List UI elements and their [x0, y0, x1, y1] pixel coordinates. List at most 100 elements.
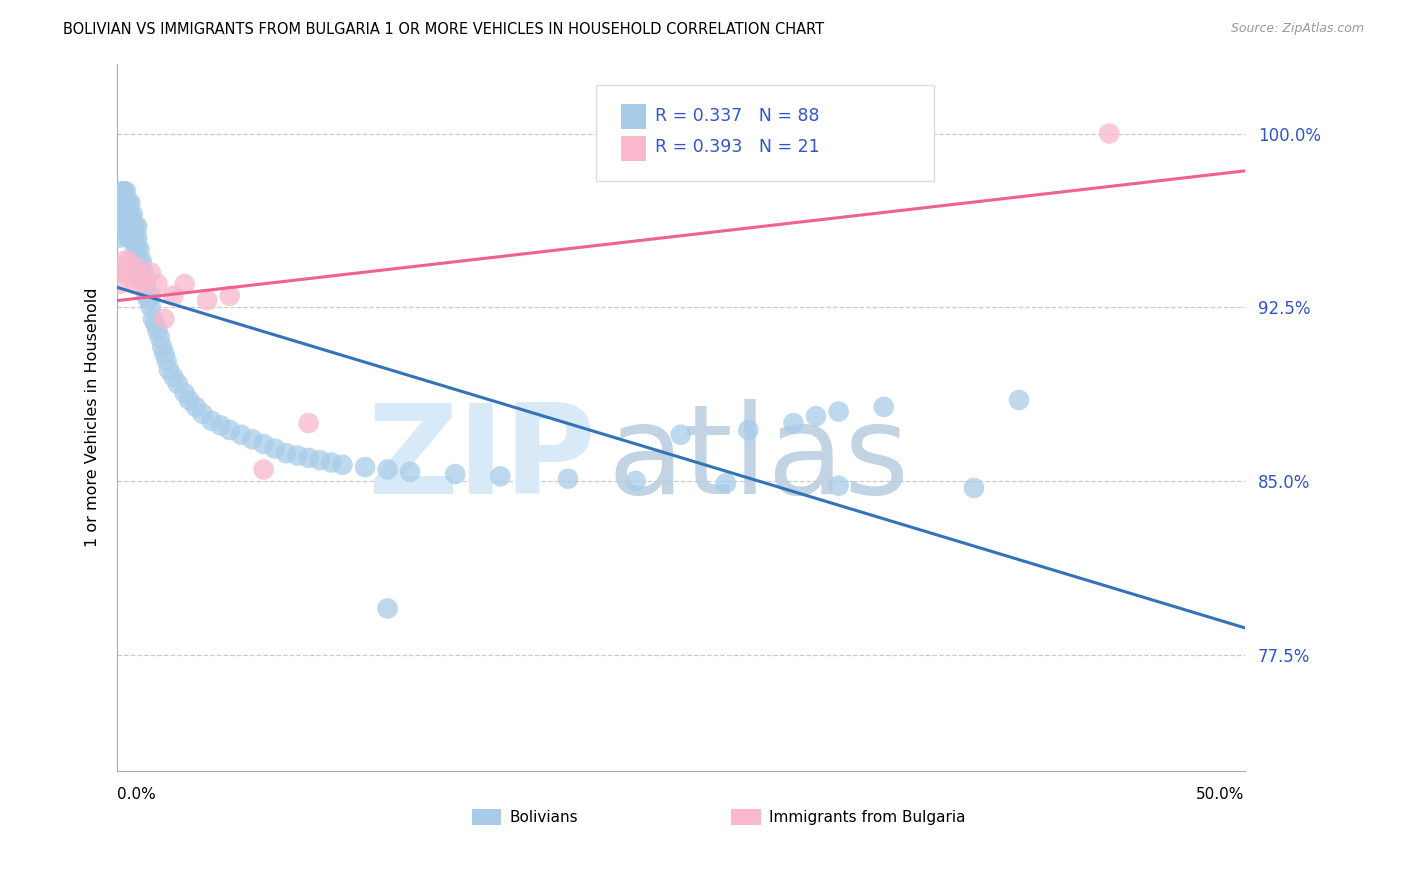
- Text: Source: ZipAtlas.com: Source: ZipAtlas.com: [1230, 22, 1364, 36]
- Point: [115, 219, 138, 234]
- Point: [112, 185, 135, 199]
- Point: [173, 277, 195, 292]
- Point: [124, 277, 146, 292]
- FancyBboxPatch shape: [621, 104, 645, 129]
- Point: [557, 472, 579, 486]
- Point: [110, 266, 132, 280]
- Point: [108, 219, 131, 234]
- Point: [162, 369, 184, 384]
- Point: [782, 416, 804, 430]
- Point: [240, 433, 263, 447]
- Point: [110, 219, 132, 234]
- Point: [127, 231, 149, 245]
- Text: ZIP: ZIP: [367, 400, 596, 520]
- Point: [115, 185, 138, 199]
- Point: [139, 289, 162, 303]
- Point: [150, 340, 173, 354]
- Point: [127, 219, 149, 234]
- Text: R = 0.337   N = 88: R = 0.337 N = 88: [655, 107, 820, 125]
- Point: [120, 219, 142, 234]
- Y-axis label: 1 or more Vehicles in Household: 1 or more Vehicles in Household: [86, 287, 100, 547]
- Point: [332, 458, 354, 472]
- Point: [737, 423, 759, 437]
- Point: [201, 414, 224, 428]
- Text: BOLIVIAN VS IMMIGRANTS FROM BULGARIA 1 OR MORE VEHICLES IN HOUSEHOLD CORRELATION: BOLIVIAN VS IMMIGRANTS FROM BULGARIA 1 O…: [63, 22, 824, 37]
- Point: [377, 462, 399, 476]
- Point: [195, 293, 218, 308]
- Point: [827, 404, 849, 418]
- Point: [110, 196, 132, 211]
- Point: [120, 208, 142, 222]
- Point: [252, 462, 274, 476]
- Point: [263, 442, 285, 456]
- Point: [128, 254, 150, 268]
- Point: [149, 330, 172, 344]
- FancyBboxPatch shape: [621, 136, 645, 161]
- Point: [132, 277, 155, 292]
- Point: [131, 266, 153, 280]
- Point: [124, 219, 146, 234]
- Point: [128, 270, 150, 285]
- Point: [120, 231, 142, 245]
- Point: [298, 450, 321, 465]
- Point: [112, 185, 135, 199]
- Point: [139, 300, 162, 314]
- Point: [184, 400, 207, 414]
- Point: [127, 243, 149, 257]
- Text: 50.0%: 50.0%: [1197, 787, 1244, 802]
- Point: [669, 427, 692, 442]
- Point: [229, 427, 252, 442]
- Point: [162, 289, 184, 303]
- Point: [110, 185, 132, 199]
- Point: [173, 386, 195, 401]
- Point: [139, 266, 162, 280]
- Point: [135, 277, 157, 292]
- Point: [252, 437, 274, 451]
- Point: [274, 446, 297, 460]
- Point: [287, 449, 309, 463]
- FancyBboxPatch shape: [472, 809, 502, 825]
- Point: [121, 208, 143, 222]
- Point: [191, 407, 214, 421]
- Point: [121, 231, 143, 245]
- Point: [298, 416, 321, 430]
- FancyBboxPatch shape: [731, 809, 761, 825]
- Point: [873, 400, 896, 414]
- Point: [131, 254, 153, 268]
- Point: [354, 460, 377, 475]
- Point: [135, 289, 157, 303]
- Point: [142, 311, 165, 326]
- Point: [117, 254, 139, 268]
- Point: [218, 423, 240, 437]
- Text: Bolivians: Bolivians: [509, 810, 578, 825]
- Point: [804, 409, 827, 424]
- Point: [146, 323, 169, 337]
- Point: [827, 478, 849, 492]
- Text: atlas: atlas: [607, 400, 910, 520]
- Point: [112, 254, 135, 268]
- Point: [377, 601, 399, 615]
- Point: [117, 231, 139, 245]
- Point: [124, 231, 146, 245]
- Point: [489, 469, 512, 483]
- FancyBboxPatch shape: [596, 86, 935, 181]
- Point: [138, 293, 160, 308]
- Point: [117, 208, 139, 222]
- Point: [399, 465, 422, 479]
- Point: [110, 208, 132, 222]
- Point: [157, 363, 180, 377]
- Point: [115, 208, 138, 222]
- Point: [155, 353, 177, 368]
- Point: [714, 476, 737, 491]
- Point: [124, 243, 146, 257]
- Point: [963, 481, 986, 495]
- Point: [624, 474, 647, 488]
- Point: [209, 418, 232, 433]
- Point: [1098, 127, 1121, 141]
- Text: R = 0.393   N = 21: R = 0.393 N = 21: [655, 138, 820, 156]
- Point: [121, 270, 143, 285]
- Point: [166, 376, 188, 391]
- Point: [127, 260, 149, 275]
- Point: [108, 277, 131, 292]
- Point: [115, 266, 138, 280]
